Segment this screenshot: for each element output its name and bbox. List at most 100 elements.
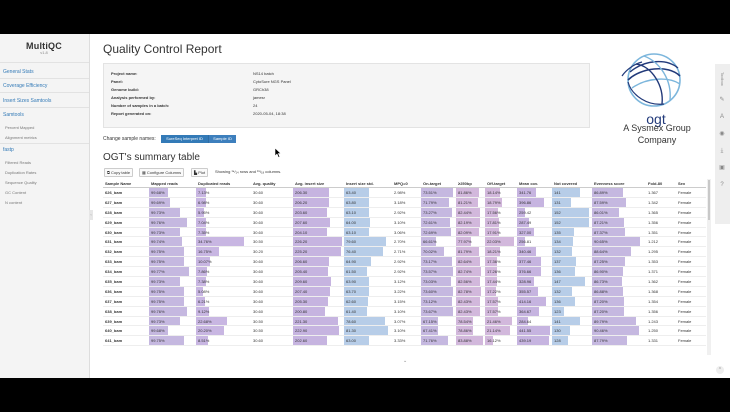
value-bar [517, 277, 535, 286]
value-bar [196, 277, 207, 286]
sample-id-button[interactable]: Sample ID [208, 135, 236, 143]
cell-value: 628_bam [105, 209, 123, 215]
table-cell: 3.10% [392, 217, 421, 228]
table-cell: 207.60 [293, 217, 344, 228]
column-header[interactable]: ≥250bp [456, 179, 485, 188]
table-row: 640_bam 99.68% 20.20% 30.50 222.90 81.30 3.10%… [103, 325, 706, 337]
column-header[interactable]: Mean cov. [517, 179, 552, 188]
table-cell: 30.60 [251, 286, 293, 297]
scroll-to-top-icon[interactable]: ⌃ [716, 366, 724, 374]
cell-value: 1.356 [648, 219, 659, 225]
value-bar [196, 217, 206, 227]
cell-value: 99.75% [151, 288, 165, 294]
table-scrollbar[interactable] [707, 179, 711, 355]
cell-value: 2.92% [394, 259, 406, 265]
configure-columns-button[interactable]: ▦ Configure Columns [139, 168, 185, 177]
column-header[interactable]: Evenness score [592, 179, 646, 188]
table-cell: 128 [552, 335, 592, 347]
column-header[interactable]: Avg. insert size [293, 179, 344, 188]
nav-n-content[interactable]: N content [5, 200, 23, 205]
value-bar [456, 286, 481, 296]
nav-duplication-rates[interactable]: Duplication Rates [5, 170, 37, 175]
chevron-down-icon[interactable]: ⌄ [403, 358, 408, 364]
value-bar [592, 326, 640, 335]
nav-fastp[interactable]: fastp [3, 147, 14, 153]
table-cell: 1.331 [646, 335, 676, 347]
column-header[interactable]: Duplicated reads [196, 179, 251, 188]
table-cell: 1.368 [646, 286, 676, 297]
save-icon[interactable]: ▣ [719, 165, 725, 171]
toolbox-label[interactable]: Toolbox [720, 72, 725, 86]
table-cell: 87.37% [592, 227, 646, 238]
table-cell: 87.79% [592, 335, 646, 347]
column-header[interactable]: Insert size std. [344, 179, 392, 188]
nav-gc-content[interactable]: GC Content [5, 190, 27, 195]
column-header[interactable]: MPQ=0 [392, 179, 421, 188]
cell-value: 637_bam [105, 298, 123, 304]
help-icon[interactable]: ? [720, 182, 724, 188]
rename-icon[interactable]: A [719, 114, 724, 120]
table-cell: 87.20% [592, 296, 646, 307]
copy-table-label: Copy table [110, 170, 131, 175]
highlight-icon[interactable]: ✎ [719, 97, 725, 103]
column-header[interactable]: Off-target [485, 179, 517, 188]
table-cell: 34.76% [196, 236, 251, 248]
cell-value: 17.56% [487, 209, 501, 215]
nav-percent-mapped[interactable]: Percent Mapped [5, 125, 35, 130]
table-cell: 83.88% [456, 335, 485, 347]
cell-value: 99.73% [151, 229, 165, 235]
value-bar [344, 267, 367, 276]
table-cell: 86.90% [592, 266, 646, 278]
column-header[interactable]: On-target [421, 179, 456, 188]
table-cell: 2.92% [392, 266, 421, 278]
export-icon[interactable]: ⤓ [720, 148, 724, 154]
value-bar [552, 188, 580, 197]
cell-value: 30.60 [253, 189, 264, 195]
multiqc-logo[interactable]: MultiQC v1.8 [22, 41, 66, 55]
nav-filtered-reads[interactable]: Filtered Reads [5, 160, 32, 165]
cell-value: 136 [554, 298, 561, 304]
column-header[interactable]: Avg. quality [251, 179, 293, 188]
nav-alignment-metrics[interactable]: Alignment metrics [5, 135, 37, 140]
table-cell: 376.66 [517, 266, 552, 278]
table-cell: 364.67 [517, 306, 552, 317]
table-cell: 73.12% [421, 296, 456, 307]
nav-samtools[interactable]: Samtools [3, 112, 24, 118]
cell-value: 30.60 [253, 259, 264, 265]
cell-value: 638_bam [105, 308, 123, 314]
cell-value: 207.40 [295, 288, 308, 294]
collapse-sidebar-handle[interactable]: ‹ [89, 210, 93, 220]
value-bar [552, 306, 564, 316]
cell-value: 18.21% [487, 249, 501, 255]
value-bar [485, 286, 497, 296]
sample-name-cell: 628_bam [103, 207, 149, 218]
table-cell: 204.10 [293, 227, 344, 238]
column-header[interactable]: Sample Name [103, 179, 149, 188]
hide-icon[interactable]: ◉ [719, 131, 725, 137]
column-header[interactable]: Sex [676, 179, 706, 188]
column-header[interactable]: Not covered [552, 179, 592, 188]
nav-general-stats[interactable]: General Stats [3, 69, 34, 75]
plot-button[interactable]: ▙ Plot [191, 168, 209, 177]
nav-sequence-quality[interactable]: Sequence Quality [5, 180, 37, 185]
nav-insert-sizes-samtools[interactable]: Insert Sizes Samtools [3, 98, 52, 104]
cell-value: 259.42 [519, 209, 532, 215]
sureseq-interpret-id-button[interactable]: SureSeq Interpret ID [161, 135, 208, 143]
summary-table-container[interactable]: Sample Name Mapped reads Duplicated reads A… [103, 179, 706, 355]
copy-table-button[interactable]: ⧉ Copy table [104, 168, 134, 177]
table-cell: 141 [552, 316, 592, 327]
column-header[interactable]: Mapped reads [149, 179, 196, 188]
table-cell: 152 [552, 217, 592, 228]
table-cell: 82.44% [456, 207, 485, 218]
cell-value: 83.88% [458, 338, 472, 344]
column-header[interactable]: Fold-80 [646, 179, 676, 188]
value-bar [485, 227, 499, 236]
nav-coverage-efficiency[interactable]: Coverage Efficiency [3, 83, 48, 89]
table-cell: 17.56% [485, 207, 517, 218]
table-cell: 99.68% [149, 187, 196, 198]
cell-value: 635_bam [105, 278, 123, 284]
table-cell: 73.67% [421, 306, 456, 317]
cell-value: 99.69% [151, 199, 165, 205]
table-scrollbar-thumb[interactable] [708, 180, 710, 220]
cell-value: 1.250 [648, 328, 659, 334]
